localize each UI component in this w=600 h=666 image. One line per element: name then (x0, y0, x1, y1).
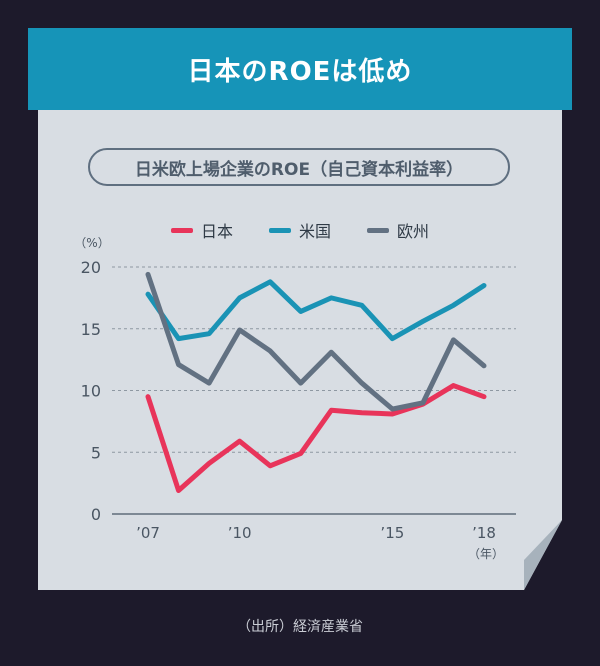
legend-swatch-2 (367, 227, 389, 233)
y-tick-label-0: 0 (91, 505, 101, 524)
legend-item-0: 日本 (170, 218, 233, 242)
chart-title: 日本のROEは低め (187, 56, 413, 87)
legend-item-2: 欧州 (367, 218, 429, 242)
x-axis-label: （年） (468, 547, 504, 561)
series-line-1 (145, 279, 487, 342)
x-tick-label-2015: ’15 (380, 524, 404, 542)
x-tick-label-2007: ’07 (136, 524, 160, 542)
y-tick-label-15: 15 (81, 320, 101, 339)
legend-label-0: 日本 (200, 222, 233, 241)
x-tick-label-2018: ’18 (472, 524, 496, 542)
source-note: （出所）経済産業省 (237, 619, 363, 635)
chart-card (38, 110, 562, 590)
y-axis-label: （%） (74, 236, 109, 250)
y-tick-label-5: 5 (91, 443, 101, 462)
chart-legend: 日本 米国 欧州 (0, 218, 600, 242)
legend-swatch-0 (170, 227, 193, 233)
legend-item-1: 米国 (268, 218, 331, 242)
series-line-2 (145, 271, 487, 412)
x-tick-label-2010: ’10 (228, 524, 252, 542)
series-line-0 (145, 383, 487, 494)
legend-label-1: 米国 (298, 222, 331, 241)
y-tick-label-20: 20 (81, 258, 101, 277)
y-tick-label-10: 10 (81, 382, 101, 401)
legend-swatch-1 (268, 227, 291, 233)
chart-subtitle: 日米欧上場企業のROE（自己資本利益率） (88, 148, 510, 186)
legend-label-2: 欧州 (397, 222, 430, 241)
title-banner: 日本のROEは低め (28, 28, 572, 110)
